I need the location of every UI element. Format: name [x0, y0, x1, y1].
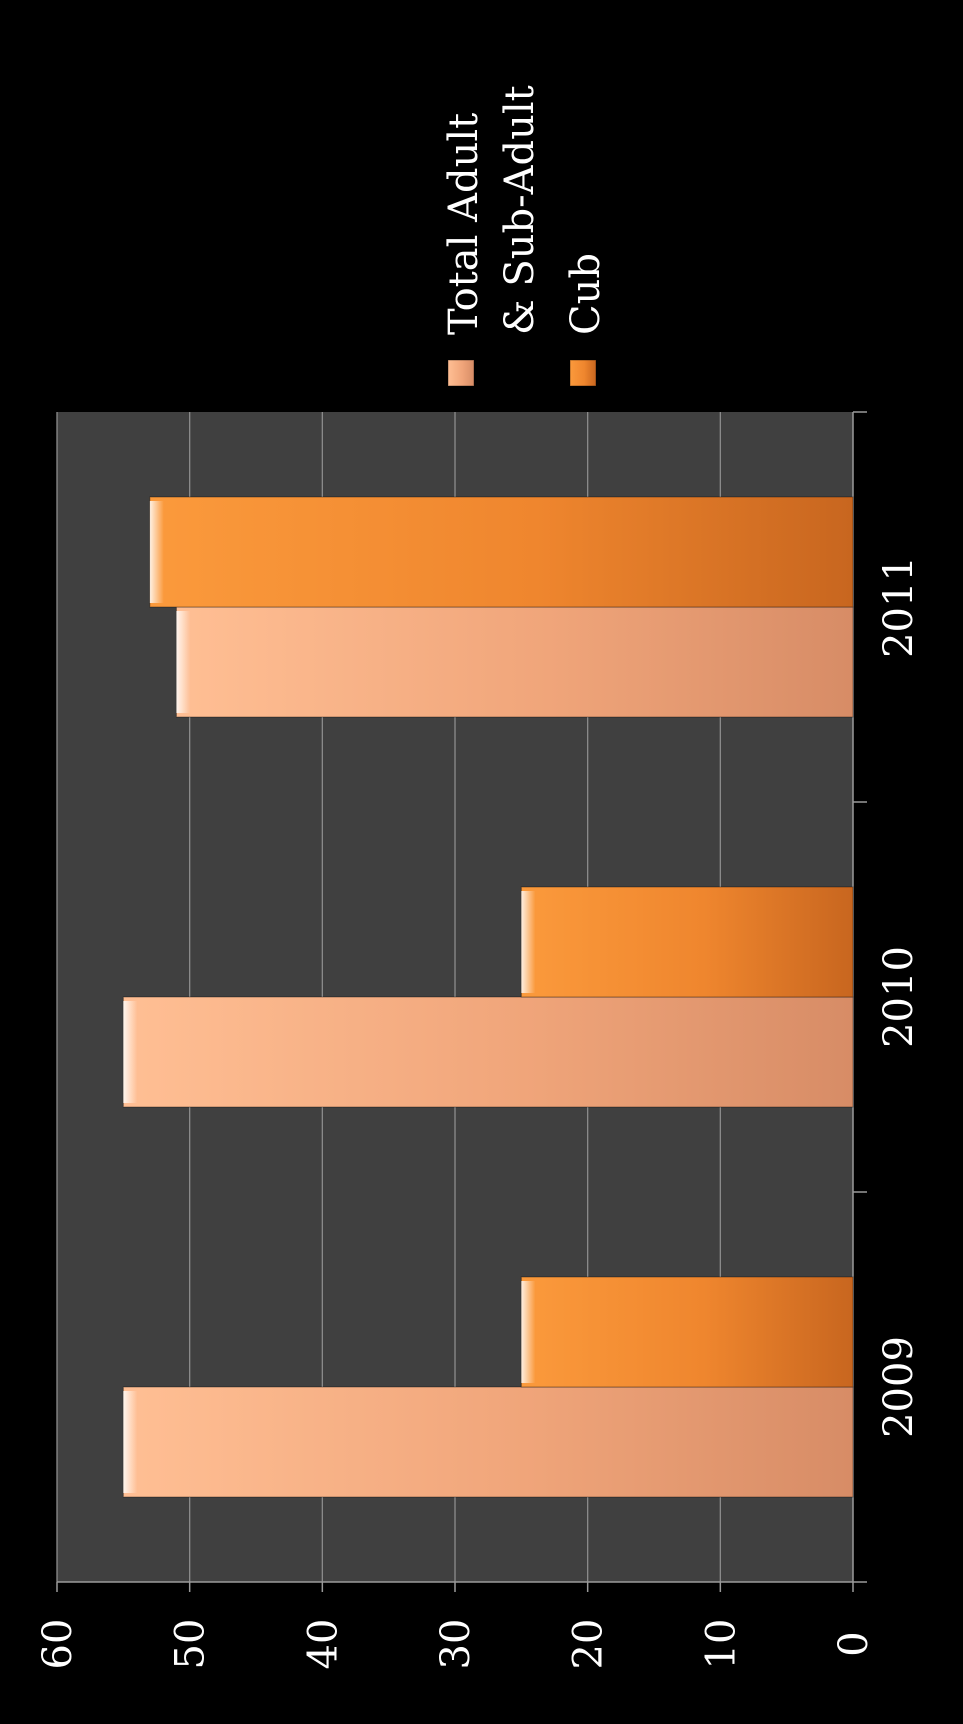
x-tick-label: 2009 — [876, 1336, 922, 1438]
y-tick-label: 50 — [168, 1619, 214, 1670]
bar-bevel — [521, 1281, 536, 1383]
bars — [122, 496, 854, 1498]
bar-bevel — [176, 611, 191, 713]
y-tick-label: 20 — [566, 1619, 612, 1670]
tick-labels: 0 10 20 30 40 50 60 2009 2010 2011 — [35, 556, 922, 1669]
bar-total-adult-sub-adult-2011 — [175, 606, 854, 718]
legend-label: & Sub-Adult — [497, 85, 543, 335]
y-tick-label: 60 — [35, 1619, 81, 1670]
x-tick-label: 2010 — [876, 946, 922, 1048]
x-tick-label: 2011 — [876, 556, 922, 658]
y-tick-label: 30 — [433, 1619, 479, 1670]
bar-cub-2010 — [520, 886, 854, 998]
bar-bevel — [149, 501, 164, 603]
bar-total-adult-sub-adult-2010 — [122, 996, 854, 1108]
legend-swatch-cub — [569, 359, 597, 387]
legend-swatch-total-adult-sub-adult — [447, 359, 475, 387]
legend-label: Total Adult — [441, 113, 487, 335]
legend: Total Adult & Sub-Adult Cub — [441, 85, 609, 387]
y-tick-label: 40 — [300, 1619, 346, 1670]
bar-cub-2009 — [520, 1276, 854, 1388]
y-tick-label: 0 — [831, 1631, 877, 1656]
bar-bevel — [123, 1001, 138, 1103]
bar-bevel — [521, 891, 536, 993]
bar-cub-2011 — [149, 496, 854, 608]
legend-label: Cub — [563, 253, 609, 335]
y-tick-label: 10 — [698, 1619, 744, 1670]
bar-total-adult-sub-adult-2009 — [122, 1386, 854, 1498]
bar-bevel — [123, 1391, 138, 1493]
